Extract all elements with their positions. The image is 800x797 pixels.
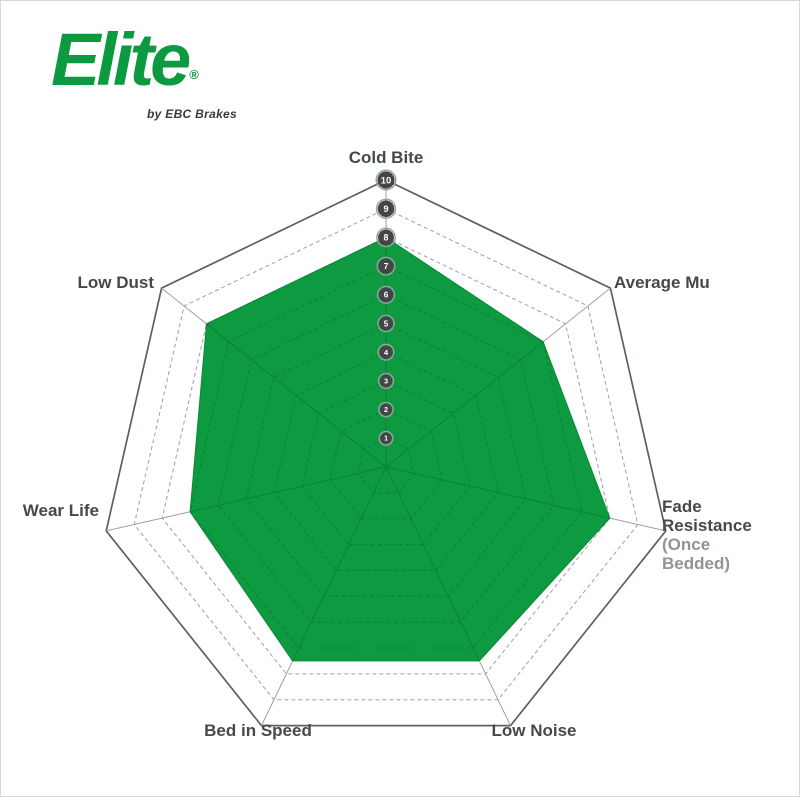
scale-badge-ring [378, 430, 394, 446]
axis-label-fade-main: Fade Resistance [662, 497, 752, 535]
scale-badge [379, 374, 393, 388]
axis-label-low-dust: Low Dust [77, 273, 155, 292]
scale-badge-ring [377, 314, 395, 333]
scale-badge [380, 432, 392, 444]
scale-badge-ring [378, 401, 394, 418]
scale-badge [377, 200, 395, 217]
radar-scale-badges: 1 2 3 4 5 6 7 8 9 10 [375, 169, 397, 446]
scale-badge-label: 1 [384, 436, 388, 443]
scale-badge-ring [376, 256, 396, 276]
registered-trademark-icon: ® [189, 67, 199, 82]
scale-badge-ring [375, 198, 397, 219]
axis-label-cold-bite: Cold Bite [348, 148, 424, 167]
scale-badge [378, 258, 394, 274]
scale-badge-ring [376, 285, 396, 304]
brand-wordmark: Elite ® [51, 23, 199, 97]
scale-badge-label: 5 [384, 319, 389, 328]
scale-badge-ring [377, 372, 395, 390]
scale-badge-label: 2 [384, 405, 388, 414]
scale-badge [377, 171, 395, 189]
scale-badge [379, 316, 393, 331]
scale-badge [380, 403, 392, 416]
scale-badge [378, 287, 394, 303]
scale-badge-label: 8 [384, 232, 389, 242]
scale-badge-label: 9 [383, 204, 388, 214]
brand-tagline: by EBC Brakes [147, 107, 237, 121]
scale-badge-ring [377, 343, 395, 361]
scale-badge-label: 6 [384, 290, 389, 300]
scale-badge-label: 10 [381, 174, 391, 185]
scale-badge-label: 7 [384, 261, 389, 271]
brand-name: Elite [51, 18, 191, 101]
scale-badge [378, 229, 394, 246]
axis-label-average-mu: Average Mu [614, 273, 710, 292]
scale-badge-label: 3 [384, 376, 388, 385]
scale-badge-ring [375, 169, 397, 191]
axis-label-fade-resistance: Fade Resistance (Once Bedded) [662, 497, 766, 573]
axis-label-fade-sub: (Once Bedded) [662, 535, 730, 573]
axis-label-low-noise: Low Noise [491, 721, 577, 740]
axis-label-bed-in-speed: Bed in Speed [204, 721, 312, 740]
scale-badge [379, 345, 393, 359]
scale-badge-ring [376, 227, 396, 248]
axis-label-wear-life: Wear Life [22, 501, 99, 520]
scale-badge-label: 4 [384, 348, 389, 357]
radar-data-polygon [189, 236, 611, 662]
brand-logo: Elite ® by EBC Brakes [51, 23, 251, 133]
